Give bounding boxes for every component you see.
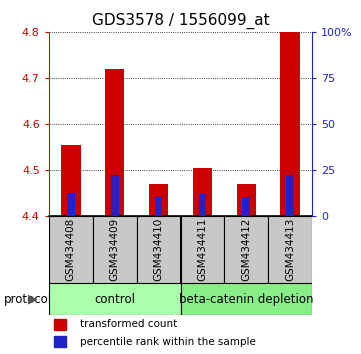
Text: GSM434413: GSM434413 bbox=[285, 218, 295, 281]
Text: GSM434409: GSM434409 bbox=[110, 218, 119, 281]
Bar bbox=[286, 176, 294, 216]
Bar bbox=[67, 193, 75, 216]
Bar bbox=[93, 216, 136, 283]
Text: control: control bbox=[94, 293, 135, 306]
Bar bbox=[149, 184, 169, 216]
Text: GSM434411: GSM434411 bbox=[197, 218, 208, 281]
Bar bbox=[280, 32, 300, 216]
Bar bbox=[155, 196, 162, 216]
Bar bbox=[54, 336, 66, 347]
Text: GSM434408: GSM434408 bbox=[66, 218, 76, 281]
Bar bbox=[236, 184, 256, 216]
Bar bbox=[268, 216, 312, 283]
Bar bbox=[180, 283, 312, 315]
Bar bbox=[225, 216, 268, 283]
Bar bbox=[105, 69, 125, 216]
Text: percentile rank within the sample: percentile rank within the sample bbox=[81, 337, 256, 347]
Bar bbox=[49, 283, 180, 315]
Bar bbox=[180, 216, 225, 283]
Text: GSM434410: GSM434410 bbox=[153, 218, 164, 281]
Text: transformed count: transformed count bbox=[81, 319, 178, 330]
Text: GSM434412: GSM434412 bbox=[242, 218, 251, 281]
Bar bbox=[136, 216, 180, 283]
Bar bbox=[61, 145, 81, 216]
Bar bbox=[192, 168, 212, 216]
Text: ▶: ▶ bbox=[29, 293, 38, 306]
Title: GDS3578 / 1556099_at: GDS3578 / 1556099_at bbox=[92, 13, 269, 29]
Bar bbox=[111, 176, 118, 216]
Text: protocol: protocol bbox=[4, 293, 52, 306]
Bar bbox=[49, 216, 93, 283]
Bar bbox=[243, 196, 250, 216]
Text: beta-catenin depletion: beta-catenin depletion bbox=[179, 293, 314, 306]
Bar bbox=[54, 319, 66, 330]
Bar bbox=[199, 194, 206, 216]
